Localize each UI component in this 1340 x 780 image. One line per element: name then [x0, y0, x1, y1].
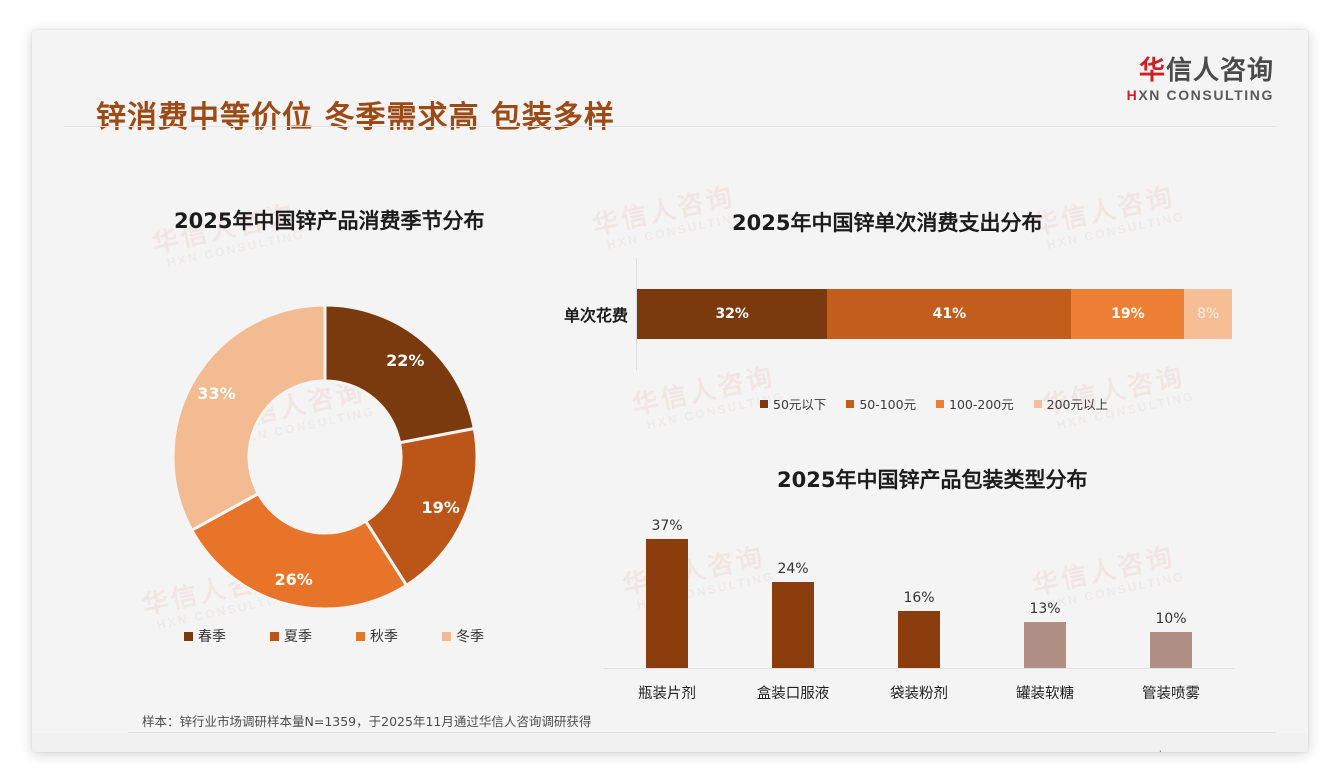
donut-slice[interactable] — [189, 491, 409, 611]
legend-item[interactable]: 春季 — [184, 626, 226, 646]
legend-label: 冬季 — [456, 629, 484, 645]
watermark-en: HXN CONSULTING — [605, 209, 747, 253]
stacked-bar-legend: 50元以下 50-100元 100-200元 200元以上 — [760, 394, 1108, 413]
logo-english-rest: XN CONSULTING — [1138, 87, 1274, 104]
source-footnote: 样本：锌行业市场调研样本量N=1359，于2025年11月通过华信人咨询调研获得 — [142, 714, 592, 729]
legend-swatch-icon — [846, 399, 855, 408]
spend-stacked-bar-chart: 单次花费 32% 41% 19% 8% — [532, 258, 1232, 370]
bar-rect[interactable] — [898, 610, 940, 668]
package-type-bar-chart: 37% 24% 16% 13% 10% 瓶装片剂 盒装口服液 袋装粉剂 罐装软糖 管装喷雾 — [604, 500, 1234, 705]
brand-logo: 华信人咨询 HXN CONSULTING — [1127, 56, 1274, 103]
donut-label-group: 22% 19% 26% 33% — [197, 351, 459, 589]
logo-english-first-char: H — [1126, 87, 1139, 104]
bar-column[interactable]: 13% — [982, 518, 1108, 668]
bar-column[interactable]: 10% — [1108, 518, 1234, 668]
legend-label: 50-100元 — [859, 397, 917, 412]
legend-label: 夏季 — [284, 629, 312, 645]
bar-category-label: 管装喷雾 — [1142, 686, 1200, 702]
legend-item[interactable]: 50-100元 — [846, 394, 916, 413]
legend-label: 100-200元 — [949, 397, 1014, 412]
bar-rect[interactable] — [646, 539, 688, 668]
legend-item[interactable]: 冬季 — [442, 626, 484, 646]
bar-value-label: 37% — [651, 518, 683, 534]
bar-value-label: 16% — [903, 589, 935, 606]
footer-copyright: ©2026.1 HXR华信人咨询 — [104, 748, 253, 752]
watermark-cn: 华信人咨询 — [589, 181, 738, 242]
donut-slice[interactable] — [171, 303, 327, 533]
legend-item[interactable]: 100-200元 — [936, 394, 1014, 413]
donut-slice-label: 22% — [386, 351, 424, 370]
bar-chart-baseline — [604, 668, 1234, 669]
legend-swatch-icon — [356, 631, 365, 641]
logo-chinese-first-char: 华 — [1138, 56, 1166, 86]
bar-rect[interactable] — [772, 582, 814, 668]
legend-item[interactable]: 50元以下 — [760, 394, 826, 413]
slide-card: 华信人咨询 HXN CONSULTING 华信人咨询 HXN CONSULTIN… — [32, 30, 1308, 752]
legend-item[interactable]: 200元以上 — [1033, 394, 1108, 413]
legend-label: 50元以下 — [773, 397, 827, 412]
stacked-bar-track: 32% 41% 19% 8% — [637, 289, 1232, 339]
stacked-bar-category-label: 单次花费 — [563, 306, 628, 325]
legend-item[interactable]: 夏季 — [270, 626, 312, 646]
stacked-bar-segment[interactable]: 32% — [637, 289, 828, 339]
donut-slice[interactable] — [323, 303, 477, 445]
donut-slice-label: 33% — [197, 384, 235, 403]
legend-swatch-icon — [184, 631, 193, 641]
legend-swatch-icon — [270, 631, 279, 641]
bar-rect[interactable] — [1150, 632, 1192, 668]
slide-header: 锌消费中等价位 冬季需求高 包装多样 华信人咨询 HXN CONSULTING — [32, 30, 1308, 135]
bar-value-label: 24% — [777, 561, 809, 578]
donut-svg: 22% 19% 26% 33% — [171, 303, 479, 611]
logo-english: HXN CONSULTING — [1127, 87, 1274, 103]
watermark-en: HXN CONSULTING — [1045, 209, 1187, 253]
page-title: 锌消费中等价位 冬季需求高 包装多样 — [96, 100, 615, 135]
bar-value-label: 10% — [1155, 611, 1187, 628]
legend-label: 200元以上 — [1046, 397, 1108, 412]
stacked-bar-title: 2025年中国锌单次消费支出分布 — [732, 211, 1043, 235]
bar-column[interactable]: 37% — [604, 518, 730, 668]
bar-column-group: 37% 24% 16% 13% 10% — [604, 518, 1234, 668]
bar-value-label: 13% — [1029, 600, 1061, 617]
legend-swatch-icon — [442, 631, 451, 641]
bar-column[interactable]: 24% — [730, 518, 856, 668]
seasonal-donut-chart: 22% 19% 26% 33% — [160, 292, 490, 622]
legend-swatch-icon — [760, 399, 768, 408]
donut-slice[interactable] — [363, 426, 479, 588]
watermark-cn: 华信人咨询 — [1029, 181, 1178, 242]
logo-chinese-rest: 信人咨询 — [1165, 56, 1274, 86]
legend-swatch-icon — [1033, 399, 1042, 408]
bar-category-label: 瓶装片剂 — [638, 686, 696, 702]
stacked-bar-segment[interactable]: 8% — [1184, 289, 1232, 339]
donut-slice-label: 26% — [275, 570, 313, 589]
header-divider — [64, 126, 1276, 127]
bar-rect[interactable] — [1024, 621, 1066, 668]
bar-category-label: 罐装软糖 — [1016, 686, 1074, 702]
bar-category-label: 袋装粉剂 — [890, 686, 948, 702]
footer-website[interactable]: www.hxrcon.com — [1125, 748, 1232, 752]
stacked-bar-segment[interactable]: 19% — [1071, 289, 1185, 339]
bar-column[interactable]: 16% — [856, 518, 982, 668]
bar-category-axis: 瓶装片剂 盒装口服液 袋装粉剂 罐装软糖 管装喷雾 — [604, 682, 1234, 703]
legend-swatch-icon — [936, 399, 944, 408]
footer-bar — [32, 733, 1308, 752]
footnote-divider — [128, 732, 1276, 733]
donut-slice-label: 19% — [421, 498, 459, 517]
legend-item[interactable]: 秋季 — [356, 626, 398, 646]
bar-category-label: 盒装口服液 — [756, 686, 830, 702]
stacked-bar-segment[interactable]: 41% — [827, 289, 1072, 339]
legend-label: 秋季 — [370, 629, 398, 645]
package-bar-title: 2025年中国锌产品包装类型分布 — [777, 468, 1088, 492]
donut-slice-group — [171, 303, 479, 611]
donut-legend: 春季 夏季 秋季 冬季 — [184, 626, 484, 646]
logo-chinese: 华信人咨询 — [1127, 56, 1274, 86]
legend-label: 春季 — [198, 629, 226, 645]
stacked-bar-axis — [636, 258, 637, 370]
donut-chart-title: 2025年中国锌产品消费季节分布 — [174, 209, 485, 233]
